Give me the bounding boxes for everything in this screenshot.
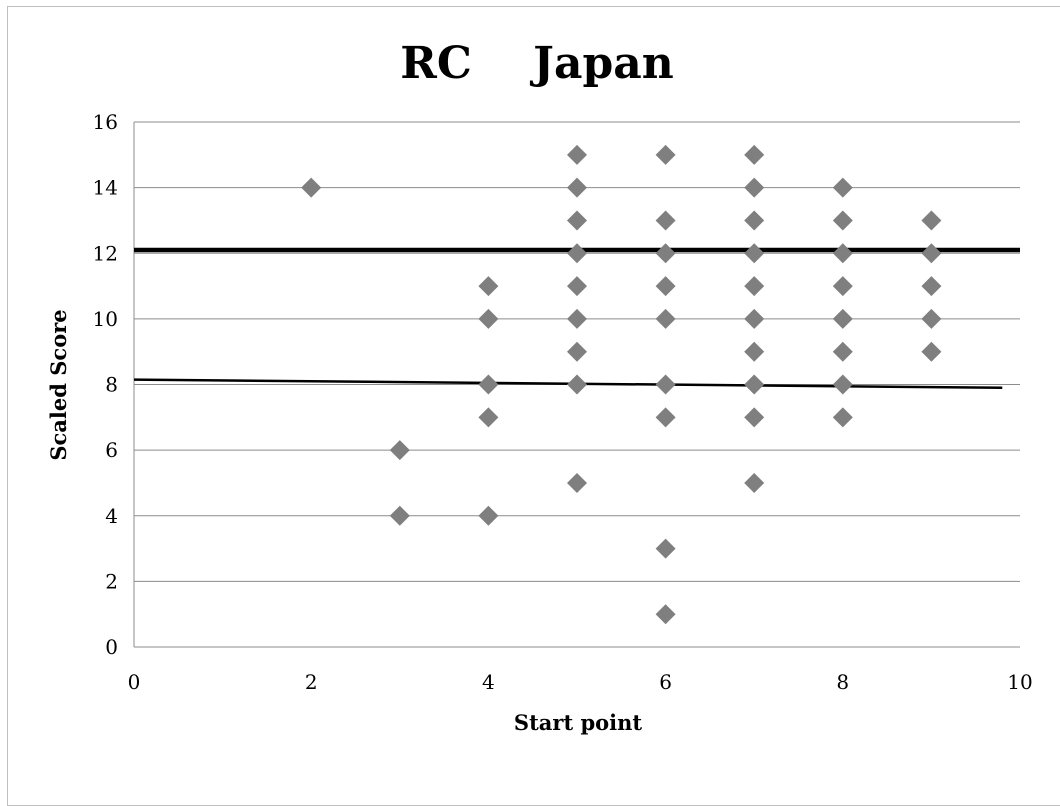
data-point [478,505,499,526]
data-point [567,210,587,231]
data-point [744,407,765,428]
x-tick-label: 0 [128,670,141,694]
data-point [832,374,853,395]
x-tick-label: 8 [836,670,849,694]
data-point [567,341,587,362]
data-point [832,210,853,231]
x-tick-label: 6 [659,670,672,694]
data-point [655,144,676,165]
data-point [567,243,587,264]
y-tick-label: 2 [105,569,118,593]
data-point [567,177,587,198]
data-point [921,243,942,264]
y-tick-label: 6 [105,438,118,462]
data-point [655,243,676,264]
data-point [832,407,853,428]
data-point [389,505,410,526]
y-tick-label: 10 [93,307,118,331]
data-point [832,177,853,198]
data-point [655,308,676,329]
data-point [744,243,765,264]
chart-frame [7,6,1060,806]
y-tick-label: 14 [93,176,118,200]
y-tick-label: 8 [105,373,118,397]
data-point [655,538,676,559]
data-point [301,177,322,198]
data-point [744,210,765,231]
y-tick-label: 12 [93,241,118,265]
data-point [744,472,765,493]
data-point [921,341,942,362]
data-point [832,341,853,362]
data-point [655,604,676,625]
data-points [301,144,942,625]
chart-title: RC Japan [400,38,673,89]
x-tick-label: 4 [482,670,495,694]
data-point [478,374,499,395]
data-point [744,308,765,329]
y-tick-label: 16 [93,110,118,134]
data-point [655,374,676,395]
y-axis-label: Scaled Score [46,309,71,460]
data-point [389,440,410,461]
data-point [478,407,499,428]
data-point [655,407,676,428]
data-point [655,276,676,297]
x-tick-labels: 0 2 4 6 8 10 [128,670,1033,694]
data-point [832,276,853,297]
y-tick-label: 0 [105,635,118,659]
data-point [744,144,765,165]
y-tick-labels: 0 2 4 6 8 10 12 14 16 [93,110,118,659]
data-point [744,177,765,198]
data-point [921,210,942,231]
data-point [567,144,587,165]
data-point [744,341,765,362]
data-point [478,276,499,297]
data-point [567,276,587,297]
x-axis-label: Start point [514,710,642,735]
data-point [744,276,765,297]
scatter-chart: RC Japan 0 2 4 6 8 10 12 14 16 0 2 4 6 8 10 Start poi… [46,38,1033,735]
data-point [478,308,499,329]
axes [133,122,1020,648]
data-point [832,308,853,329]
data-point [567,308,587,329]
x-tick-label: 10 [1007,670,1032,694]
data-point [567,472,587,493]
data-point [567,374,587,395]
y-tick-label: 4 [105,504,118,528]
x-tick-label: 2 [305,670,318,694]
data-point [832,243,853,264]
data-point [921,308,942,329]
data-point [921,276,942,297]
data-point [744,374,765,395]
data-point [655,210,676,231]
